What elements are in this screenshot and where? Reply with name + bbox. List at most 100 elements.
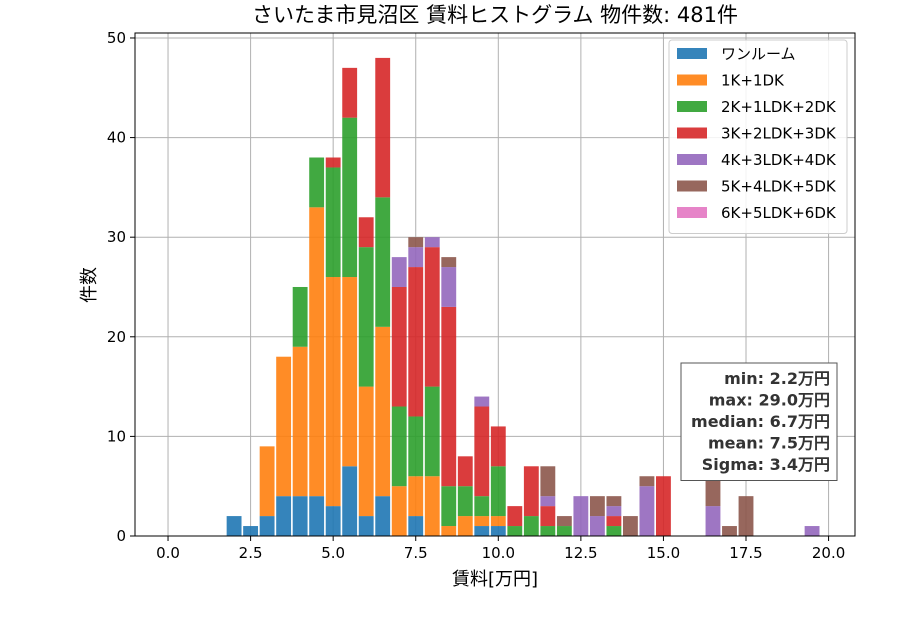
legend-label-3: 3K+2LDK+3DK [721,125,837,143]
bar-5-22 [589,496,605,517]
legend-swatch-2 [677,101,707,112]
stats-line-0: min: 2.2万円 [724,369,830,388]
legend-swatch-6 [677,207,707,218]
legend-label-0: ワンルーム [721,45,796,63]
bar-2-7 [342,117,358,278]
legend-swatch-3 [677,127,707,139]
bar-3-18 [523,466,539,517]
legend: ワンルーム 1K+1DK 2K+1LDK+2DK 3K+2LDK+3DK 4K+3LDK… [668,39,848,234]
y-axis-ticks: 0 10 20 30 40 50 [107,29,135,545]
bar-3-15 [474,406,490,497]
bar-4-15 [474,396,490,407]
bar-2-9 [375,197,391,327]
legend-label-4: 4K+3LDK+4DK [721,151,837,169]
chart-title: さいたま市見沼区 賃料ヒストグラム 物件数: 481件 [252,3,738,27]
bar-1-10 [391,486,407,536]
stats-line-4: Sigma: 3.4万円 [702,455,830,474]
y-tick-label-0: 0 [116,527,126,545]
bar-3-17 [507,506,523,527]
bar-2-8 [358,247,374,387]
x-axis-ticks: 0.0 2.5 5.0 7.5 10.0 12.5 15.0 17.5 20.0 [156,536,845,562]
bar-3-12 [424,247,440,387]
bar-3-7 [342,67,358,118]
bar-0-16 [490,526,506,536]
bar-3-9 [375,57,391,198]
bar-2-20 [556,526,572,536]
bar-4-10 [391,257,407,287]
bar-0-4 [292,496,308,536]
bar-5-24 [622,516,638,536]
bar-2-13 [441,486,457,527]
bar-1-11 [408,476,424,517]
bar-0-7 [342,466,358,536]
x-tick-label-6: 15.0 [647,544,680,562]
y-tick-label-4: 40 [107,129,126,147]
bar-0-8 [358,516,374,536]
stats-line-3: mean: 7.5万円 [708,434,830,453]
bar-0-3 [276,496,292,536]
bars-group [226,57,820,536]
y-tick-label-3: 30 [107,228,126,246]
bar-3-13 [441,306,457,487]
bar-5-23 [606,496,622,507]
bar-3-6 [325,157,341,168]
bar-1-4 [292,346,308,497]
bar-4-25 [639,486,655,536]
bar-3-11 [408,267,424,417]
bar-3-26 [656,476,671,536]
bar-2-15 [474,496,490,517]
bar-4-29 [705,506,721,536]
bar-3-23 [606,516,622,527]
bar-4-22 [589,516,605,536]
x-tick-label-4: 10.0 [482,544,515,562]
bar-5-25 [639,476,655,487]
bar-2-23 [606,526,622,536]
bar-2-12 [424,386,440,477]
bar-3-16 [490,426,506,467]
bar-2-10 [391,406,407,487]
y-tick-label-2: 20 [107,328,126,346]
bar-4-23 [606,506,622,517]
x-tick-label-8: 20.0 [812,544,845,562]
bar-2-18 [523,516,539,536]
bar-1-7 [342,277,358,467]
legend-frame [668,39,848,234]
y-tick-label-5: 50 [107,29,126,47]
legend-swatch-5 [677,180,707,192]
stats-box: min: 2.2万円 max: 29.0万円 median: 6.7万円 mean: … [680,362,838,481]
bar-5-13 [441,257,457,268]
x-tick-label-5: 12.5 [564,544,597,562]
stats-line-1: max: 29.0万円 [709,391,830,410]
bar-2-6 [325,167,341,278]
bar-2-4 [292,286,308,347]
bar-0-6 [325,506,341,536]
bar-2-19 [540,526,556,536]
bar-1-5 [309,207,325,497]
bar-1-15 [474,516,490,527]
bar-1-3 [276,356,292,497]
y-tick-label-1: 10 [107,427,126,445]
legend-label-5: 5K+4LDK+5DK [721,178,837,196]
bar-4-13 [441,267,457,307]
bar-3-14 [457,456,473,487]
bar-0-5 [309,496,325,536]
x-tick-label-2: 5.0 [321,544,345,562]
bar-5-30 [722,526,737,536]
legend-label-1: 1K+1DK [721,72,785,90]
stats-frame [680,362,838,481]
bar-4-12 [424,237,440,248]
bar-1-16 [490,516,506,527]
bar-5-20 [556,516,572,527]
y-axis-label: 件数 [79,267,100,303]
bar-2-16 [490,466,506,517]
stats-line-2: median: 6.7万円 [691,412,830,431]
bar-2-17 [507,526,523,536]
legend-swatch-4 [677,154,707,165]
x-tick-label-0: 0.0 [156,544,180,562]
x-tick-label-7: 17.5 [729,544,762,562]
legend-label-6: 6K+5LDK+6DK [721,204,837,222]
bar-4-35 [804,526,820,536]
bar-4-11 [408,247,424,268]
legend-label-2: 2K+1LDK+2DK [721,98,837,116]
bar-4-21 [573,496,589,536]
